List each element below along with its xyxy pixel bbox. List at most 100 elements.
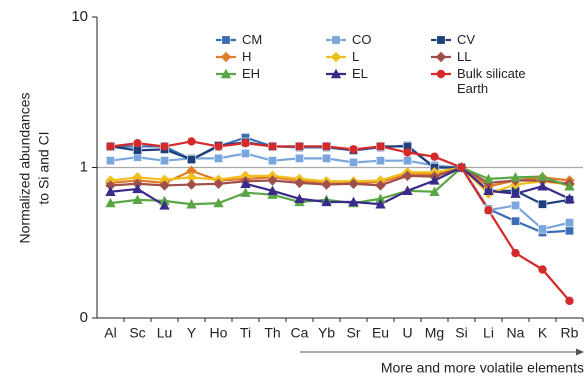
x-tick-label: Th: [264, 325, 280, 341]
x-tick-label: Al: [104, 325, 116, 341]
data-point: [214, 142, 223, 151]
data-point: [375, 156, 385, 166]
legend-marker: [221, 35, 231, 45]
data-point: [132, 194, 143, 205]
legend-label: H: [242, 49, 252, 64]
data-point: [483, 185, 494, 196]
x-tick-label: Eu: [372, 325, 389, 341]
data-point: [402, 156, 412, 166]
y-axis-title: Normalized abundances: [17, 93, 33, 244]
data-point: [240, 170, 251, 182]
data-point: [159, 180, 170, 191]
data-point: [186, 172, 197, 183]
legend-marker: [220, 68, 232, 79]
data-point: [105, 180, 116, 191]
data-point: [159, 200, 170, 210]
data-point: [375, 193, 386, 203]
data-point: [268, 142, 277, 151]
data-point: [564, 226, 574, 236]
x-tick-label: Y: [187, 325, 197, 341]
data-point: [430, 152, 439, 161]
data-point: [132, 172, 143, 183]
data-point: [348, 178, 359, 189]
legend-label: Bulk silicate Earth: [457, 66, 526, 96]
x-tick-label: Rb: [561, 325, 579, 341]
data-point: [538, 265, 547, 274]
data-point: [564, 218, 574, 228]
data-point: [241, 139, 250, 148]
x-tick-label: Mg: [425, 325, 444, 341]
data-point: [106, 156, 116, 166]
data-point: [484, 206, 493, 215]
data-point: [321, 153, 331, 163]
data-point: [402, 185, 413, 196]
data-point: [510, 216, 520, 226]
data-point: [510, 172, 521, 182]
data-point: [133, 139, 142, 148]
data-point: [294, 177, 305, 189]
data-point: [187, 155, 197, 165]
y-tick-label: 1: [80, 158, 88, 175]
legend-marker: [435, 51, 447, 63]
x-tick-label: Si: [455, 325, 467, 341]
x-tick-label: K: [538, 325, 548, 341]
data-point: [376, 142, 385, 151]
x-tick-label: Ca: [291, 325, 309, 341]
y-axis-title: to Si and CI: [36, 131, 52, 204]
data-point: [267, 156, 277, 166]
data-point: [457, 163, 466, 172]
data-point: [105, 197, 116, 208]
x-tick-label: Li: [483, 325, 494, 341]
legend-marker: [331, 35, 341, 45]
x-tick-label: Na: [507, 325, 525, 341]
data-point: [187, 137, 196, 146]
data-point: [321, 179, 332, 190]
data-point: [537, 224, 547, 234]
data-point: [348, 157, 358, 167]
series-line: [110, 166, 570, 195]
data-point: [294, 193, 305, 203]
data-point: [132, 178, 143, 189]
x-tick-label: U: [402, 325, 412, 341]
data-point: [537, 171, 548, 181]
data-point: [564, 193, 575, 203]
x-tick-label: Sr: [347, 325, 361, 341]
data-point: [403, 148, 412, 157]
data-point: [213, 178, 224, 189]
legend-label: CV: [457, 32, 476, 47]
data-point: [565, 296, 574, 306]
series-line: [110, 166, 570, 207]
data-point: [429, 175, 440, 185]
data-point: [483, 173, 494, 184]
data-point: [160, 142, 169, 151]
x-tick-label: Lu: [157, 325, 173, 341]
data-point: [294, 153, 304, 163]
data-point: [267, 175, 278, 186]
data-point: [106, 142, 115, 151]
data-point: [241, 148, 251, 158]
data-point: [186, 199, 197, 209]
data-point: [295, 142, 304, 151]
arrow-head: [576, 348, 584, 356]
data-point: [375, 199, 386, 209]
y-tick-label: 10: [71, 8, 88, 25]
data-point: [267, 185, 278, 196]
data-point: [348, 196, 359, 207]
data-point: [240, 178, 251, 188]
x-tick-label: Ho: [210, 325, 228, 341]
data-point: [186, 165, 197, 177]
data-point: [322, 142, 331, 151]
data-point: [537, 181, 548, 191]
data-point: [213, 197, 224, 208]
data-point: [375, 180, 386, 191]
legend-marker: [330, 68, 342, 79]
data-point: [214, 153, 224, 163]
data-point: [159, 174, 170, 185]
data-point: [564, 181, 575, 191]
legend-label: CO: [352, 32, 372, 47]
data-point: [510, 200, 520, 210]
x-tick-label: Yb: [318, 325, 335, 341]
data-point: [132, 183, 143, 194]
data-point: [402, 170, 413, 182]
